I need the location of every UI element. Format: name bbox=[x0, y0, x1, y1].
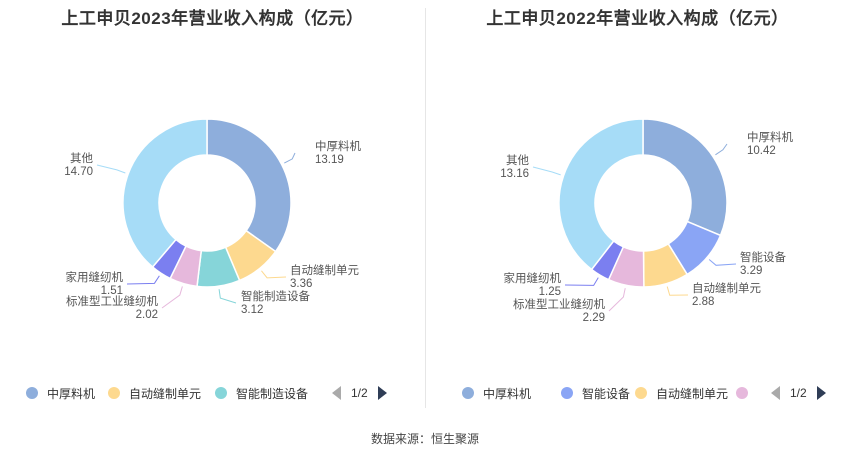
pie-slice[interactable] bbox=[558, 118, 644, 271]
next-page-icon[interactable] bbox=[816, 386, 826, 400]
legend-pager: 1/2 bbox=[771, 383, 826, 403]
slice-value-label: 2.88 bbox=[692, 296, 714, 308]
legend-dot-icon bbox=[736, 387, 748, 399]
legend-dot-icon bbox=[26, 387, 38, 399]
leader-line bbox=[532, 166, 561, 176]
slice-value-label: 1.51 bbox=[101, 285, 123, 297]
leader-line bbox=[126, 275, 160, 285]
page-indicator: 1/2 bbox=[351, 386, 368, 400]
legend-item[interactable]: 自动缝制单元 bbox=[635, 383, 728, 403]
legend-item[interactable]: 智能制造设备 bbox=[215, 383, 308, 403]
slice-value-label: 1.25 bbox=[539, 286, 561, 298]
slice-value-label: 13.19 bbox=[315, 154, 344, 166]
panel-divider bbox=[425, 8, 426, 408]
legend: 中厚料机 自动缝制单元 智能制造设备 1/2 bbox=[0, 383, 425, 405]
leader-line bbox=[161, 286, 183, 309]
leader-line bbox=[666, 286, 689, 296]
legend-label: 自动缝制单元 bbox=[129, 386, 202, 401]
legend-pager: 1/2 bbox=[332, 383, 387, 403]
chart-title: 上工申贝2023年营业收入构成（亿元） bbox=[61, 9, 364, 28]
legend-label: 中厚料机 bbox=[483, 386, 532, 401]
chart-panel-2023: 上工申贝2023年营业收入构成（亿元） 中厚料机 13.19 自动缝制单元 3.36 智… bbox=[0, 0, 425, 420]
slice-name-label: 自动缝制单元 bbox=[290, 263, 359, 277]
chart-title: 上工申贝2022年营业收入构成（亿元） bbox=[486, 9, 789, 28]
chart-panel-2022: 上工申贝2022年营业收入构成（亿元） 中厚料机 10.42 智能设备 3.29 自动缝… bbox=[425, 0, 850, 420]
slice-value-label: 3.12 bbox=[241, 304, 263, 316]
legend-item[interactable]: 中厚料机 bbox=[462, 383, 531, 403]
slice-name-label: 中厚料机 bbox=[747, 130, 793, 144]
leader-line bbox=[96, 164, 126, 174]
legend-item[interactable]: 智能设备 bbox=[561, 383, 630, 403]
leader-line bbox=[608, 288, 626, 312]
slice-value-label: 13.16 bbox=[500, 168, 529, 180]
legend-dot-icon bbox=[561, 387, 573, 399]
slice-value-label: 3.29 bbox=[740, 265, 762, 277]
slice-name-label: 家用缝纫机 bbox=[66, 270, 124, 284]
legend-item[interactable]: 中厚料机 bbox=[26, 383, 95, 403]
pie-slice[interactable] bbox=[206, 118, 292, 253]
legend-item[interactable]: 自动缝制单元 bbox=[108, 383, 201, 403]
slice-name-label: 其他 bbox=[506, 154, 529, 167]
legend-dot-icon bbox=[635, 387, 647, 399]
legend-dot-icon bbox=[108, 387, 120, 399]
slice-name-label: 标准型工业缝纫机 bbox=[513, 297, 605, 311]
data-source: 数据来源：恒生聚源 bbox=[370, 432, 479, 446]
leader-line bbox=[564, 277, 599, 286]
legend-dot-icon bbox=[215, 387, 227, 399]
leader-line bbox=[715, 143, 728, 156]
leader-line bbox=[284, 152, 296, 164]
pie-slice[interactable] bbox=[642, 118, 728, 237]
slice-name-label: 中厚料机 bbox=[315, 139, 361, 153]
slice-name-label: 其他 bbox=[70, 152, 93, 165]
slice-value-label: 10.42 bbox=[747, 145, 776, 157]
slice-name-label: 智能制造设备 bbox=[241, 289, 310, 303]
slice-name-label: 智能设备 bbox=[740, 250, 786, 264]
slice-value-label: 2.29 bbox=[583, 312, 605, 324]
next-page-icon[interactable] bbox=[377, 386, 387, 400]
pie-slice[interactable] bbox=[122, 118, 208, 269]
legend-dot-icon bbox=[462, 387, 474, 399]
slice-name-label: 家用缝纫机 bbox=[504, 271, 562, 285]
slice-name-label: 自动缝制单元 bbox=[692, 281, 761, 295]
prev-page-icon[interactable] bbox=[332, 386, 341, 400]
page-indicator: 1/2 bbox=[790, 386, 807, 400]
leader-line bbox=[708, 259, 737, 266]
slice-value-label: 14.70 bbox=[64, 166, 93, 178]
slice-name-label: 标准型工业缝纫机 bbox=[66, 294, 158, 308]
leader-line bbox=[261, 270, 287, 279]
prev-page-icon[interactable] bbox=[771, 386, 780, 400]
legend: 中厚料机 智能设备 自动缝制单元 1/2 bbox=[425, 383, 850, 405]
legend-label: 自动缝制单元 bbox=[656, 386, 729, 401]
legend-label: 中厚料机 bbox=[47, 386, 96, 401]
legend-label: 智能设备 bbox=[582, 386, 631, 401]
slice-value-label: 3.36 bbox=[290, 278, 312, 290]
leader-line bbox=[218, 289, 237, 304]
legend-label: 智能制造设备 bbox=[236, 386, 309, 401]
legend-item[interactable] bbox=[736, 383, 757, 403]
slice-value-label: 2.02 bbox=[136, 309, 158, 321]
